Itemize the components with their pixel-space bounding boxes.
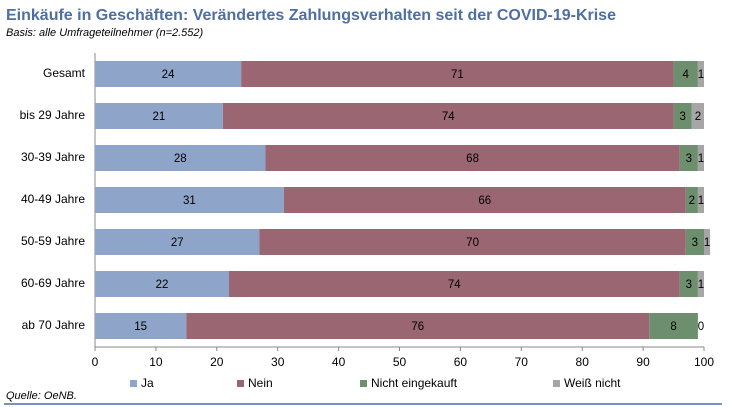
data-label: 0 (698, 321, 704, 333)
data-label: 74 (448, 279, 461, 291)
data-label: 15 (134, 321, 147, 333)
bar-segment (649, 313, 698, 339)
bar-segment (691, 103, 704, 129)
legend-swatch (553, 380, 560, 387)
x-tick-label: 100 (694, 355, 714, 369)
bar-segment (95, 271, 229, 297)
y-tick-label: 60-69 Jahre (21, 276, 85, 290)
bar-segment (228, 271, 680, 297)
x-tick-label: 40 (332, 355, 346, 369)
bar-segment (186, 313, 650, 339)
data-label: 1 (698, 279, 704, 291)
y-tick-label: 30-39 Jahre (21, 150, 85, 164)
legend-swatch (237, 380, 244, 387)
bar-segment (679, 145, 698, 171)
bar-segment (95, 61, 242, 87)
x-tick-label: 80 (576, 355, 590, 369)
data-label: 1 (698, 69, 704, 81)
x-tick-label: 70 (515, 355, 529, 369)
bar-segment (673, 61, 698, 87)
legend-swatch (360, 380, 367, 387)
data-label: 1 (698, 153, 704, 165)
data-label: 24 (162, 69, 175, 81)
chart-subtitle: Basis: alle Umfrageteilnehmer (n=2.552) (6, 27, 204, 39)
data-label: 4 (683, 69, 690, 81)
data-label: 3 (686, 153, 692, 165)
bar-segment (95, 145, 266, 171)
legend-label: Weiß nicht (564, 376, 621, 390)
x-tick-label: 30 (271, 355, 285, 369)
data-label: 1 (704, 237, 710, 249)
data-label: 66 (478, 195, 491, 207)
bar-segment (95, 313, 187, 339)
data-label: 3 (692, 237, 698, 249)
x-tick-label: 10 (149, 355, 163, 369)
y-tick-label: ab 70 Jahre (22, 318, 86, 332)
x-tick-label: 50 (393, 355, 407, 369)
data-label: 74 (442, 111, 455, 123)
bar-segment (673, 103, 692, 129)
x-tick-label: 20 (210, 355, 224, 369)
data-label: 31 (183, 195, 196, 207)
y-tick-label: Gesamt (43, 66, 86, 80)
bar-segment (697, 187, 704, 213)
data-label: 21 (153, 111, 166, 123)
legend-label: Ja (141, 376, 154, 390)
bar-segment (95, 103, 223, 129)
y-tick-label: bis 29 Jahre (20, 108, 86, 122)
bar-segment (685, 187, 698, 213)
bar-segment (241, 61, 674, 87)
x-tick-label: 60 (454, 355, 468, 369)
x-tick-label: 90 (636, 355, 650, 369)
data-label: 8 (670, 321, 676, 333)
bar-segment (222, 103, 674, 129)
bar-segment (265, 145, 680, 171)
data-label: 2 (695, 111, 701, 123)
data-label: 76 (411, 321, 424, 333)
bar-segment (259, 229, 686, 255)
data-label: 71 (451, 69, 464, 81)
data-label: 27 (171, 237, 184, 249)
bar-segment (283, 187, 686, 213)
data-label: 68 (466, 153, 479, 165)
x-tick-label: 0 (92, 355, 99, 369)
data-label: 70 (466, 237, 479, 249)
data-label: 1 (698, 195, 704, 207)
bar-segment (685, 229, 704, 255)
y-tick-label: 40-49 Jahre (21, 192, 85, 206)
bar-segment (697, 145, 704, 171)
bar-segment (697, 271, 704, 297)
legend-swatch (130, 380, 137, 387)
legend-label: Nein (248, 376, 273, 390)
bar-segment (95, 229, 260, 255)
chart-title: Einkäufe in Geschäften: Verändertes Zahl… (6, 7, 616, 24)
bar-segment (697, 61, 704, 87)
data-label: 28 (174, 153, 187, 165)
bar-segment (679, 271, 698, 297)
data-label: 3 (679, 111, 685, 123)
source: Quelle: OeNB. (6, 390, 77, 402)
bar-segment (704, 229, 711, 255)
y-tick-label: 50-59 Jahre (21, 234, 85, 248)
data-label: 22 (156, 279, 169, 291)
data-label: 2 (689, 195, 695, 207)
data-label: 3 (686, 279, 692, 291)
legend-label: Nicht eingekauft (371, 376, 458, 390)
bar-segment (95, 187, 284, 213)
